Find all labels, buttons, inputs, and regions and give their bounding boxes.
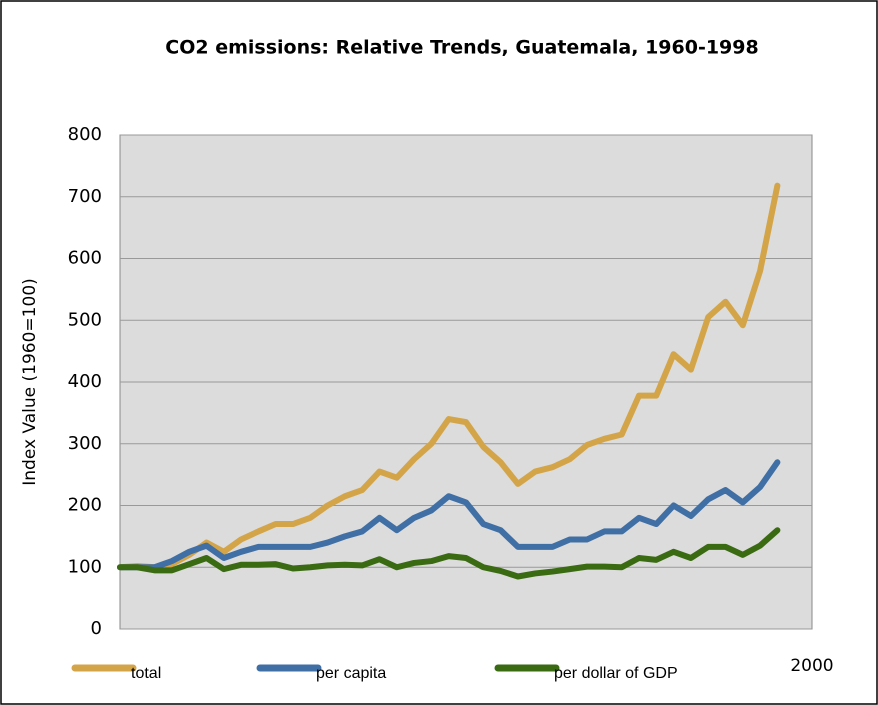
y-tick-label: 600	[68, 248, 102, 269]
x-tick-label: 2000	[790, 656, 833, 676]
y-axis-label: Index Value (1960=100)	[20, 278, 40, 486]
y-tick-label: 800	[68, 124, 102, 145]
legend-label: per capita	[316, 665, 386, 682]
chart-title: CO2 emissions: Relative Trends, Guatemal…	[165, 37, 758, 59]
y-tick-label: 100	[68, 556, 102, 577]
series-line	[117, 527, 781, 580]
series-line	[117, 182, 781, 571]
series-line	[117, 459, 781, 571]
y-tick-label: 400	[68, 371, 102, 392]
y-tick-label: 0	[91, 618, 102, 639]
legend-label: total	[131, 665, 161, 682]
y-tick-label: 200	[68, 495, 102, 516]
y-tick-label: 700	[68, 186, 102, 207]
y-tick-label: 300	[68, 433, 102, 454]
y-tick-label: 500	[68, 309, 102, 330]
legend-label: per dollar of GDP	[554, 665, 678, 682]
